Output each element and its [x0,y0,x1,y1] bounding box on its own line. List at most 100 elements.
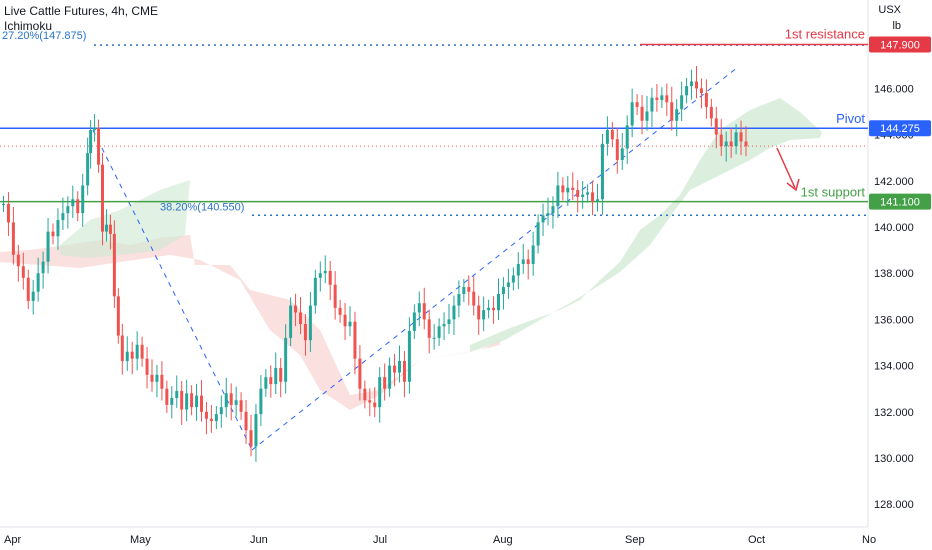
candle-body [432,337,436,339]
candle-body [531,245,535,264]
candle-body [46,231,50,262]
candle-body [269,377,273,385]
candle-body [566,187,570,193]
candle-body [244,411,248,431]
candle-body [625,125,629,149]
candle-body [501,287,505,294]
candle-body [140,344,144,359]
resistance-label: 1st resistance [785,27,865,42]
candle-body [482,310,486,320]
pivot-price-tag-label: 144.275 [880,123,920,135]
candle-body [209,418,213,422]
candle-body [497,293,500,311]
projection-arrowhead [786,178,800,192]
ichimoku-cloud-green-right [470,98,822,352]
candle-body [145,358,149,375]
candle-body [506,282,510,288]
support-label: 1st support [801,185,866,200]
candle-body [685,86,689,96]
candle-body [170,397,174,405]
candle-body [190,393,194,408]
candle-body [744,141,748,147]
candle-body [383,377,387,389]
candle-body [536,222,540,246]
candle-body [690,81,694,87]
candle-body [417,303,421,313]
candle-body [348,321,352,327]
candle-body [462,287,466,294]
candle-body [373,402,377,408]
candle-body [108,224,112,234]
candle-body [521,259,525,264]
candle-body [338,307,342,315]
candle-body [630,102,634,126]
y-tick-label: 138.000 [874,268,914,280]
candle-body [724,141,728,147]
candle-body [130,351,134,359]
y-tick-label: 134.000 [874,361,914,373]
candle-body [714,118,718,135]
candle-body [412,312,416,331]
candle-body [259,388,263,415]
candle-body [249,430,253,447]
candle-body [358,358,362,389]
candle-body [21,266,25,278]
candle-body [472,291,476,306]
y-tick-label: 146.000 [874,83,914,95]
candle-body [254,414,258,447]
candle-body [6,203,10,223]
x-tick-label: No [862,534,876,546]
candle-body [76,199,80,214]
x-tick-label: Oct [748,534,765,546]
candle-body [437,326,441,338]
candle-body [274,367,278,385]
candle-body [26,277,30,301]
candle-body [229,393,233,405]
candle-body [402,360,406,382]
x-tick-label: Jul [373,534,387,546]
candle-body [660,95,664,100]
resistance-price-tag [869,36,931,53]
candle-body [487,307,491,311]
candle-body [546,213,550,216]
candle-body [86,153,90,186]
candle-body [591,192,595,202]
candle-body [442,324,446,327]
y-tick-label: 142.000 [874,176,914,188]
candle-body [36,273,40,292]
indicator-label[interactable]: Ichimoku [4,19,53,33]
candle-body [680,95,684,110]
y-tick-label: 136.000 [874,314,914,326]
currency-label: USX [878,4,901,16]
candle-body [61,213,65,221]
candle-body [368,400,372,403]
candle-body [635,102,639,107]
candle-body [313,277,317,306]
x-tick-label: Aug [493,534,513,546]
candle-body [155,374,159,382]
fib-272-label: 27.20%(147.875) [2,30,86,42]
candle-body [56,220,60,237]
candle-body [526,259,530,264]
candle-body [640,106,644,121]
y-tick-label: 132.000 [874,407,914,419]
candle-body [308,305,312,341]
candle-body [81,185,85,214]
y-tick-label: 140.000 [874,222,914,234]
candle-body [388,365,392,389]
candle-body [41,261,45,274]
candle-body [16,254,20,267]
candle-body [467,287,471,292]
candle-body [645,111,649,121]
candle-body [116,296,120,336]
candle-body [11,222,15,255]
candle-body [665,95,669,103]
candle-body [200,395,203,412]
support-price-tag-label: 141.100 [880,197,920,209]
candle-body [719,134,723,147]
candle-body [398,360,401,373]
candle-body [93,127,97,130]
candle-body [477,305,481,320]
candle-body [165,388,169,405]
